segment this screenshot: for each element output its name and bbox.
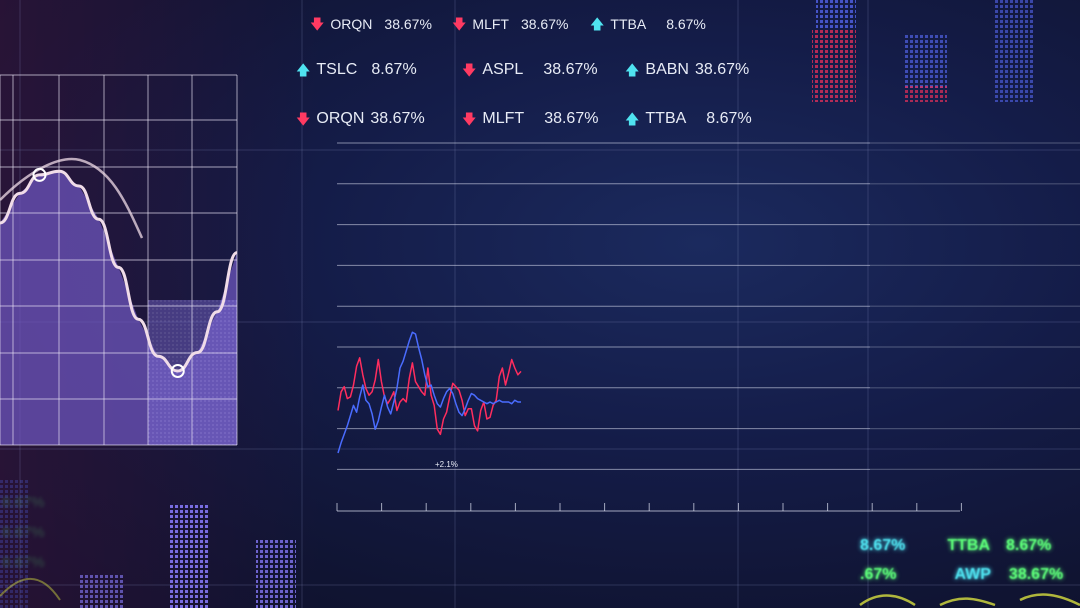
ticker-symbol: BABN xyxy=(645,61,689,78)
ticker-value: 38.67% xyxy=(370,110,425,127)
faded-value: 8.67% xyxy=(2,524,45,541)
ticker-row2-item-1: 🡇 ASPL 38.67% xyxy=(462,61,598,79)
area-curve-secondary xyxy=(0,157,144,239)
bar-top-red xyxy=(812,28,856,102)
ticker-value: 38.67% xyxy=(544,110,599,127)
faded-value: 8.67% xyxy=(2,554,45,571)
ticker-row3-item-0: 🡇 ORQN 38.67% xyxy=(296,110,425,128)
ticker-row3-item-2: 🡅 TTBA 8.67% xyxy=(625,110,752,128)
corner-value-right: 38.67% xyxy=(1008,566,1064,583)
ticker-symbol: TTBA xyxy=(645,110,687,127)
curve-marker xyxy=(32,167,47,182)
ticker-row1-item-0: 🡇 ORQN 38.67% xyxy=(310,16,432,32)
corner-value-left: .67% xyxy=(860,566,897,583)
up-arrow-icon: 🡅 xyxy=(590,16,605,32)
down-arrow-icon: 🡇 xyxy=(462,111,477,127)
ticker-symbol: TSLC xyxy=(316,61,358,78)
ticker-symbol: MLFT xyxy=(482,110,525,127)
ticker-row3-item-1: 🡇 MLFT 38.67% xyxy=(462,110,598,128)
up-arrow-icon: 🡅 xyxy=(625,111,640,127)
ticker-symbol: TTBA xyxy=(610,16,647,32)
up-arrow-icon: 🡅 xyxy=(625,62,640,78)
ticker-row2-item-0: 🡅 TSLC 8.67% xyxy=(296,61,417,79)
corner-value-left: 8.67% xyxy=(860,537,906,554)
ticker-symbol: ASPL xyxy=(482,61,524,78)
down-arrow-icon: 🡇 xyxy=(462,62,477,78)
ticker-value: 38.67% xyxy=(384,16,432,32)
down-arrow-icon: 🡇 xyxy=(452,16,467,32)
curve-marker xyxy=(170,364,185,378)
faded-left-values: 8.67% 8.67% 8.67% xyxy=(2,488,45,578)
bar-top-blue xyxy=(816,0,856,30)
down-arrow-icon: 🡇 xyxy=(310,16,325,32)
ticker-value: 38.67% xyxy=(694,61,750,78)
ticker-value: 38.67% xyxy=(520,16,569,32)
ticker-value: 8.67% xyxy=(706,110,752,127)
ticker-row1-item-1: 🡇 MLFT 38.67% xyxy=(452,16,568,32)
corner-ticker-line-2: .67% AWP 38.67% xyxy=(860,566,1063,584)
bar-bottom xyxy=(256,538,296,608)
ticker-symbol: ORQN xyxy=(330,16,373,32)
area-curve xyxy=(0,169,238,373)
bar-top-red xyxy=(903,86,947,102)
ticker-row1-item-2: 🡅 TTBA 8.67% xyxy=(590,16,706,32)
bottom-wave xyxy=(0,577,61,601)
bottom-wave xyxy=(859,593,1080,607)
bar-top-blue xyxy=(903,34,947,88)
chart-annotation: +2.1% xyxy=(435,460,458,469)
faded-value: 8.67% xyxy=(2,494,45,511)
down-arrow-icon: 🡇 xyxy=(296,111,311,127)
corner-ticker-line-1: 8.67% TTBA 8.67% xyxy=(860,537,1051,555)
ticker-row2-item-2: 🡅 BABN 38.67% xyxy=(625,61,749,79)
bar-bottom-faded xyxy=(0,480,30,608)
ticker-symbol: ORQN xyxy=(316,110,365,127)
bar-bottom xyxy=(170,503,208,608)
ticker-symbol: MLFT xyxy=(472,16,509,32)
corner-value-right: 8.67% xyxy=(1006,537,1052,554)
ticker-value: 38.67% xyxy=(543,61,598,78)
corner-symbol: AWP xyxy=(954,566,991,583)
bar-top-blue xyxy=(995,0,1033,102)
corner-symbol: TTBA xyxy=(947,537,991,554)
series-red-line xyxy=(337,357,522,436)
ticker-value: 8.67% xyxy=(371,61,417,78)
bar-bottom xyxy=(78,575,123,608)
ticker-value: 8.67% xyxy=(666,16,706,32)
series-blue-line xyxy=(337,331,521,454)
up-arrow-icon: 🡅 xyxy=(296,62,311,78)
